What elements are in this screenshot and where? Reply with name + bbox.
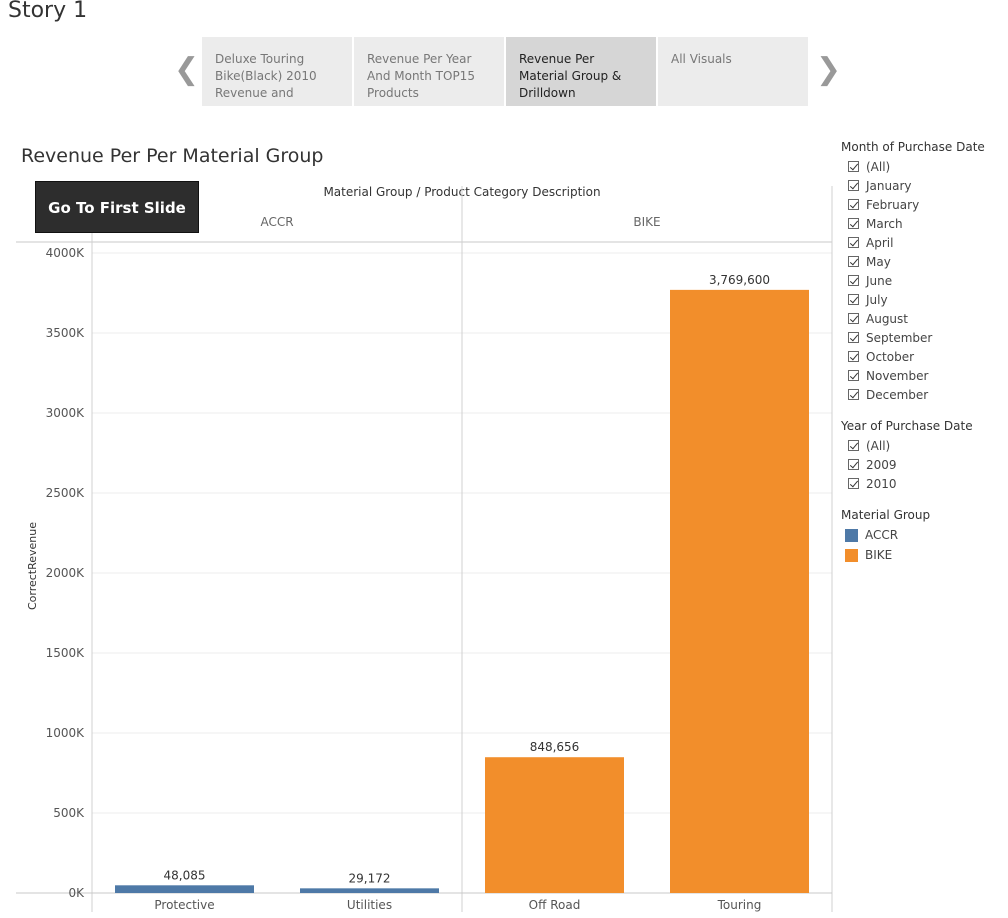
bar-off-road[interactable]	[485, 757, 624, 893]
month-filter-label: May	[866, 254, 891, 269]
year-filter-label: (All)	[866, 438, 891, 453]
chevron-left-icon[interactable]: ❮	[174, 52, 200, 87]
color-swatch	[845, 548, 858, 562]
bar-utilities[interactable]	[300, 888, 439, 893]
month-filter-item[interactable]: August	[841, 309, 985, 328]
year-filter-item[interactable]: (All)	[841, 436, 973, 455]
go-to-first-slide-button[interactable]: Go To First Slide	[35, 181, 199, 233]
month-filter-label: April	[866, 235, 894, 250]
y-tick-label: 2000K	[46, 566, 86, 580]
y-tick-label: 4000K	[46, 246, 86, 260]
color-swatch	[845, 528, 858, 542]
month-filter-item[interactable]: November	[841, 366, 985, 385]
story-tab-2[interactable]: Revenue Per Year And Month TOP15 Product…	[354, 37, 504, 106]
story-title: Story 1	[8, 0, 88, 23]
chevron-right-icon[interactable]: ❯	[816, 52, 842, 87]
checkbox-checked-icon[interactable]	[848, 370, 859, 381]
checkbox-checked-icon[interactable]	[848, 275, 859, 286]
bar-value-label: 3,769,600	[709, 273, 770, 287]
month-filter-item[interactable]: June	[841, 271, 985, 290]
material-legend-item[interactable]: ACCR	[841, 525, 930, 545]
y-tick-label: 0K	[68, 886, 85, 900]
checkbox-checked-icon[interactable]	[848, 459, 859, 470]
month-filter-title: Month of Purchase Date	[841, 140, 985, 154]
checkbox-checked-icon[interactable]	[848, 180, 859, 191]
month-filter-label: August	[866, 311, 908, 326]
sheet-title: Revenue Per Per Material Group	[21, 145, 324, 167]
month-filter-item[interactable]: May	[841, 252, 985, 271]
month-filter-label: July	[866, 292, 888, 307]
month-filter-label: October	[866, 349, 915, 364]
x-category-label: Protective	[154, 898, 214, 912]
checkbox-checked-icon[interactable]	[848, 294, 859, 305]
y-tick-label: 500K	[53, 806, 85, 820]
bar-value-label: 848,656	[530, 740, 580, 754]
month-filter-item[interactable]: December	[841, 385, 985, 404]
year-filter: Year of Purchase Date (All) 2009 2010	[841, 419, 973, 493]
group-label-bike: BIKE	[633, 215, 661, 229]
bar-value-label: 48,085	[164, 868, 206, 882]
year-filter-title: Year of Purchase Date	[841, 419, 973, 433]
month-filter: Month of Purchase Date (All) January Febru…	[841, 140, 985, 404]
story-tab-1[interactable]: Deluxe Touring Bike(Black) 2010 Revenue …	[202, 37, 352, 106]
year-filter-item[interactable]: 2010	[841, 474, 973, 493]
month-filter-label: February	[866, 197, 920, 212]
checkbox-checked-icon[interactable]	[848, 313, 859, 324]
y-tick-label: 1000K	[46, 726, 86, 740]
month-filter-label: December	[866, 387, 929, 402]
checkbox-checked-icon[interactable]	[848, 199, 859, 210]
x-category-label: Touring	[717, 898, 762, 912]
month-filter-item[interactable]: July	[841, 290, 985, 309]
checkbox-checked-icon[interactable]	[848, 256, 859, 267]
checkbox-checked-icon[interactable]	[848, 389, 859, 400]
month-filter-item[interactable]: (All)	[841, 157, 985, 176]
year-filter-item[interactable]: 2009	[841, 455, 973, 474]
bar-value-label: 29,172	[349, 871, 391, 885]
y-axis-label: CorrectRevenue	[26, 522, 39, 610]
y-tick-label: 3000K	[46, 406, 86, 420]
month-filter-label: January	[866, 178, 912, 193]
month-filter-label: November	[866, 368, 929, 383]
checkbox-checked-icon[interactable]	[848, 161, 859, 172]
month-filter-item[interactable]: March	[841, 214, 985, 233]
month-filter-label: (All)	[866, 159, 891, 174]
month-filter-item[interactable]: October	[841, 347, 985, 366]
story-tab-3[interactable]: Revenue Per Material Group & Drilldown	[506, 37, 656, 106]
material-legend-label: BIKE	[865, 548, 893, 562]
checkbox-checked-icon[interactable]	[848, 237, 859, 248]
group-label-accr: ACCR	[260, 215, 294, 229]
checkbox-checked-icon[interactable]	[848, 332, 859, 343]
bar-protective[interactable]	[115, 885, 254, 893]
month-filter-label: March	[866, 216, 903, 231]
material-legend-label: ACCR	[865, 528, 899, 542]
month-filter-label: September	[866, 330, 933, 345]
checkbox-checked-icon[interactable]	[848, 351, 859, 362]
bar-touring[interactable]	[670, 289, 809, 893]
month-filter-item[interactable]: February	[841, 195, 985, 214]
month-filter-label: June	[866, 273, 893, 288]
x-category-label: Utilities	[347, 898, 392, 912]
checkbox-checked-icon[interactable]	[848, 478, 859, 489]
month-filter-item[interactable]: April	[841, 233, 985, 252]
material-group-legend: Material Group ACCR BIKE	[841, 508, 930, 565]
month-filter-item[interactable]: September	[841, 328, 985, 347]
story-tab-4[interactable]: All Visuals	[658, 37, 808, 106]
year-filter-label: 2009	[866, 457, 897, 472]
material-group-legend-title: Material Group	[841, 508, 931, 522]
material-legend-item[interactable]: BIKE	[841, 545, 930, 565]
month-filter-item[interactable]: January	[841, 176, 985, 195]
y-tick-label: 1500K	[46, 646, 86, 660]
y-tick-label: 3500K	[46, 326, 86, 340]
checkbox-checked-icon[interactable]	[848, 218, 859, 229]
checkbox-checked-icon[interactable]	[848, 440, 859, 451]
y-tick-label: 2500K	[46, 486, 86, 500]
bar-chart: CorrectRevenue 0K 500K 1000K 1500K 2000K 2500…	[16, 186, 833, 912]
x-category-label: Off Road	[529, 898, 581, 912]
year-filter-label: 2010	[866, 476, 897, 491]
